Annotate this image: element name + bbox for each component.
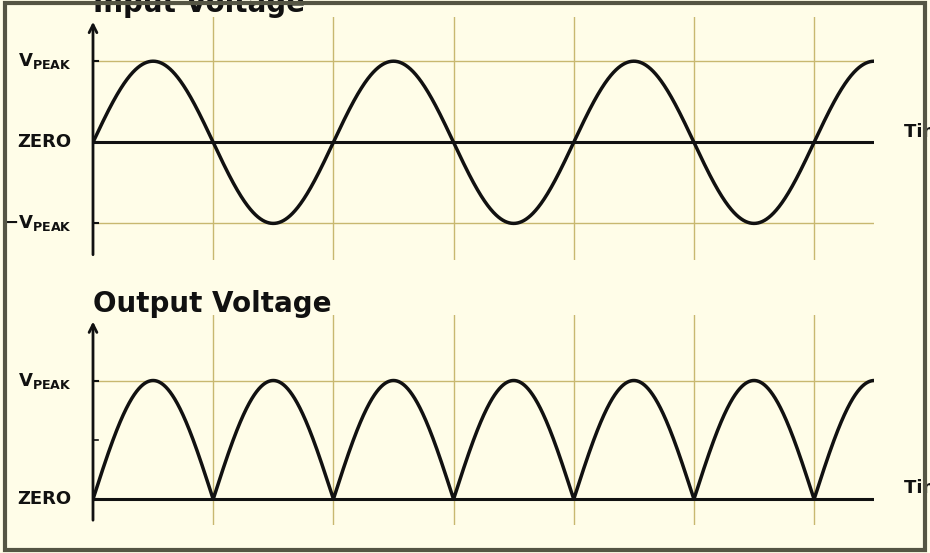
Text: Input Voltage: Input Voltage <box>93 0 305 18</box>
Text: ZERO: ZERO <box>18 133 72 152</box>
Text: $\mathregular{V_{PEAK}}$: $\mathregular{V_{PEAK}}$ <box>18 371 72 390</box>
Text: $\mathregular{-V_{PEAK}}$: $\mathregular{-V_{PEAK}}$ <box>3 213 72 233</box>
Text: $\mathregular{V_{PEAK}}$: $\mathregular{V_{PEAK}}$ <box>18 51 72 71</box>
Text: Output Voltage: Output Voltage <box>93 290 331 317</box>
Text: Time (t): Time (t) <box>904 123 930 140</box>
Text: Time (t): Time (t) <box>904 479 930 497</box>
Text: ZERO: ZERO <box>18 490 72 508</box>
